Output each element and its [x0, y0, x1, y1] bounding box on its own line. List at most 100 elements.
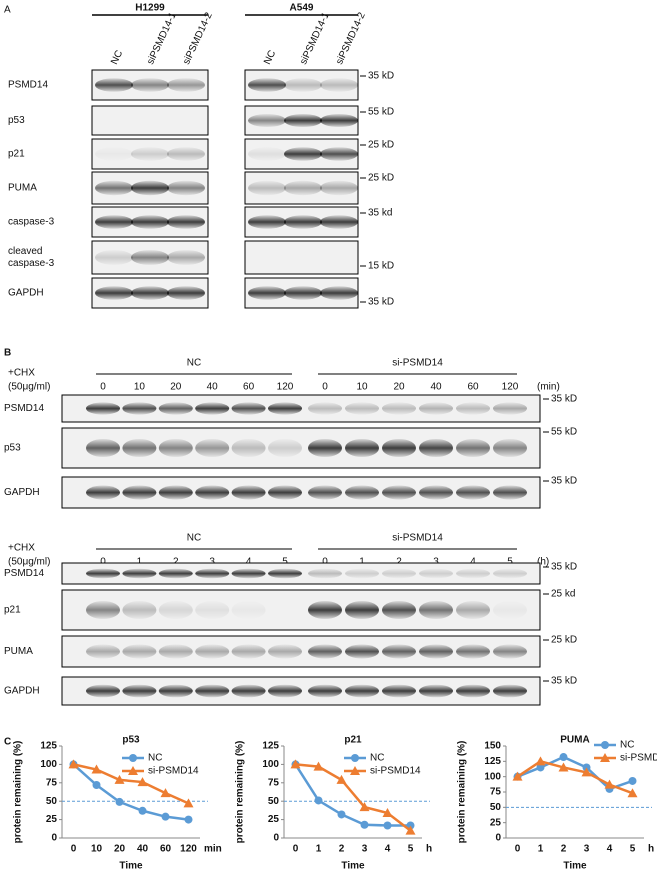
x-tick-label: 0	[71, 844, 77, 855]
time-label: 4	[246, 557, 252, 568]
size-marker: 35 kD	[551, 476, 577, 487]
row-label: cleaved	[8, 246, 42, 257]
band	[345, 684, 379, 698]
band	[158, 402, 193, 415]
size-marker: 35 kd	[368, 208, 392, 219]
band	[308, 439, 342, 457]
band	[419, 485, 453, 500]
band	[493, 485, 527, 500]
point	[337, 810, 346, 819]
y-tick-label: 25	[268, 814, 280, 825]
lane-label: NC	[262, 49, 278, 67]
band	[382, 439, 416, 457]
x-tick-label: 3	[584, 844, 590, 855]
x-tick-label: 3	[362, 844, 368, 855]
size-marker: 55 kD	[368, 107, 394, 118]
band	[308, 568, 342, 579]
band	[122, 402, 157, 415]
band	[231, 439, 266, 457]
point	[114, 774, 125, 784]
point	[313, 761, 324, 771]
band	[231, 402, 266, 415]
band	[158, 485, 193, 500]
band	[419, 439, 453, 457]
row-label: GAPDH	[4, 487, 40, 498]
y-axis-label: protein remaining (%)	[457, 741, 468, 844]
band	[158, 439, 193, 457]
x-tick-label: 20	[114, 844, 126, 855]
row-label: p21	[8, 149, 25, 160]
band	[308, 485, 342, 500]
series-line	[73, 763, 190, 805]
treatment: +CHX	[8, 368, 35, 379]
time-label: 10	[356, 382, 368, 393]
y-axis-label: protein remaining (%)	[235, 741, 246, 844]
point	[160, 788, 171, 798]
series-line	[516, 759, 633, 795]
band	[86, 644, 120, 659]
band	[248, 180, 286, 196]
band	[158, 601, 193, 619]
legend-label: si-PSMD14	[148, 766, 199, 777]
legend-label: NC	[370, 753, 384, 764]
row-label: p53	[4, 443, 21, 454]
point	[183, 798, 194, 808]
time-label: 2	[396, 557, 402, 568]
point	[336, 774, 347, 784]
panel-label: A	[4, 5, 11, 16]
y-tick-label: 125	[484, 756, 501, 767]
band	[320, 78, 358, 92]
band	[419, 601, 453, 619]
point	[290, 759, 301, 769]
band	[131, 215, 169, 229]
band	[122, 568, 157, 579]
band	[320, 215, 358, 229]
row-label: GAPDH	[4, 686, 40, 697]
band	[131, 78, 169, 92]
legend-label: NC	[148, 753, 162, 764]
band	[456, 439, 490, 457]
row-label: PUMA	[8, 183, 37, 194]
point	[184, 815, 193, 824]
time-label: 0	[322, 557, 328, 568]
time-label: 60	[243, 382, 255, 393]
band	[419, 402, 453, 415]
band	[95, 250, 133, 265]
y-tick-label: 0	[273, 833, 279, 844]
band	[320, 113, 358, 128]
band	[95, 78, 133, 92]
band	[231, 644, 266, 659]
band	[122, 644, 157, 659]
band	[195, 485, 230, 500]
band	[86, 439, 120, 457]
time-label: 5	[507, 557, 513, 568]
x-tick-label: 1	[538, 844, 544, 855]
point	[137, 777, 148, 787]
row-label: p21	[4, 605, 21, 616]
time-label: 10	[134, 382, 146, 393]
point	[627, 788, 638, 798]
legend-label: si-PSMD14	[370, 766, 421, 777]
y-tick-label: 100	[40, 759, 57, 770]
size-marker: 35 kD	[551, 394, 577, 405]
band	[493, 684, 527, 698]
x-tick-label: 2	[339, 844, 345, 855]
band	[268, 439, 302, 457]
time-label: 5	[282, 557, 288, 568]
lane-label: siPSMD14-1	[298, 10, 332, 66]
band	[268, 485, 302, 500]
band	[284, 147, 322, 161]
point	[558, 762, 569, 772]
point	[360, 820, 369, 829]
x-axis-label: Time	[119, 861, 143, 872]
band	[456, 485, 490, 500]
y-tick-label: 150	[484, 741, 501, 752]
band	[231, 601, 266, 619]
x-tick-label: 40	[137, 844, 149, 855]
row-label: GAPDH	[8, 288, 44, 299]
lane-label: siPSMD14-2	[181, 10, 215, 66]
band	[320, 147, 358, 161]
band	[158, 684, 193, 698]
panel-label: B	[4, 348, 11, 359]
band	[95, 147, 133, 161]
